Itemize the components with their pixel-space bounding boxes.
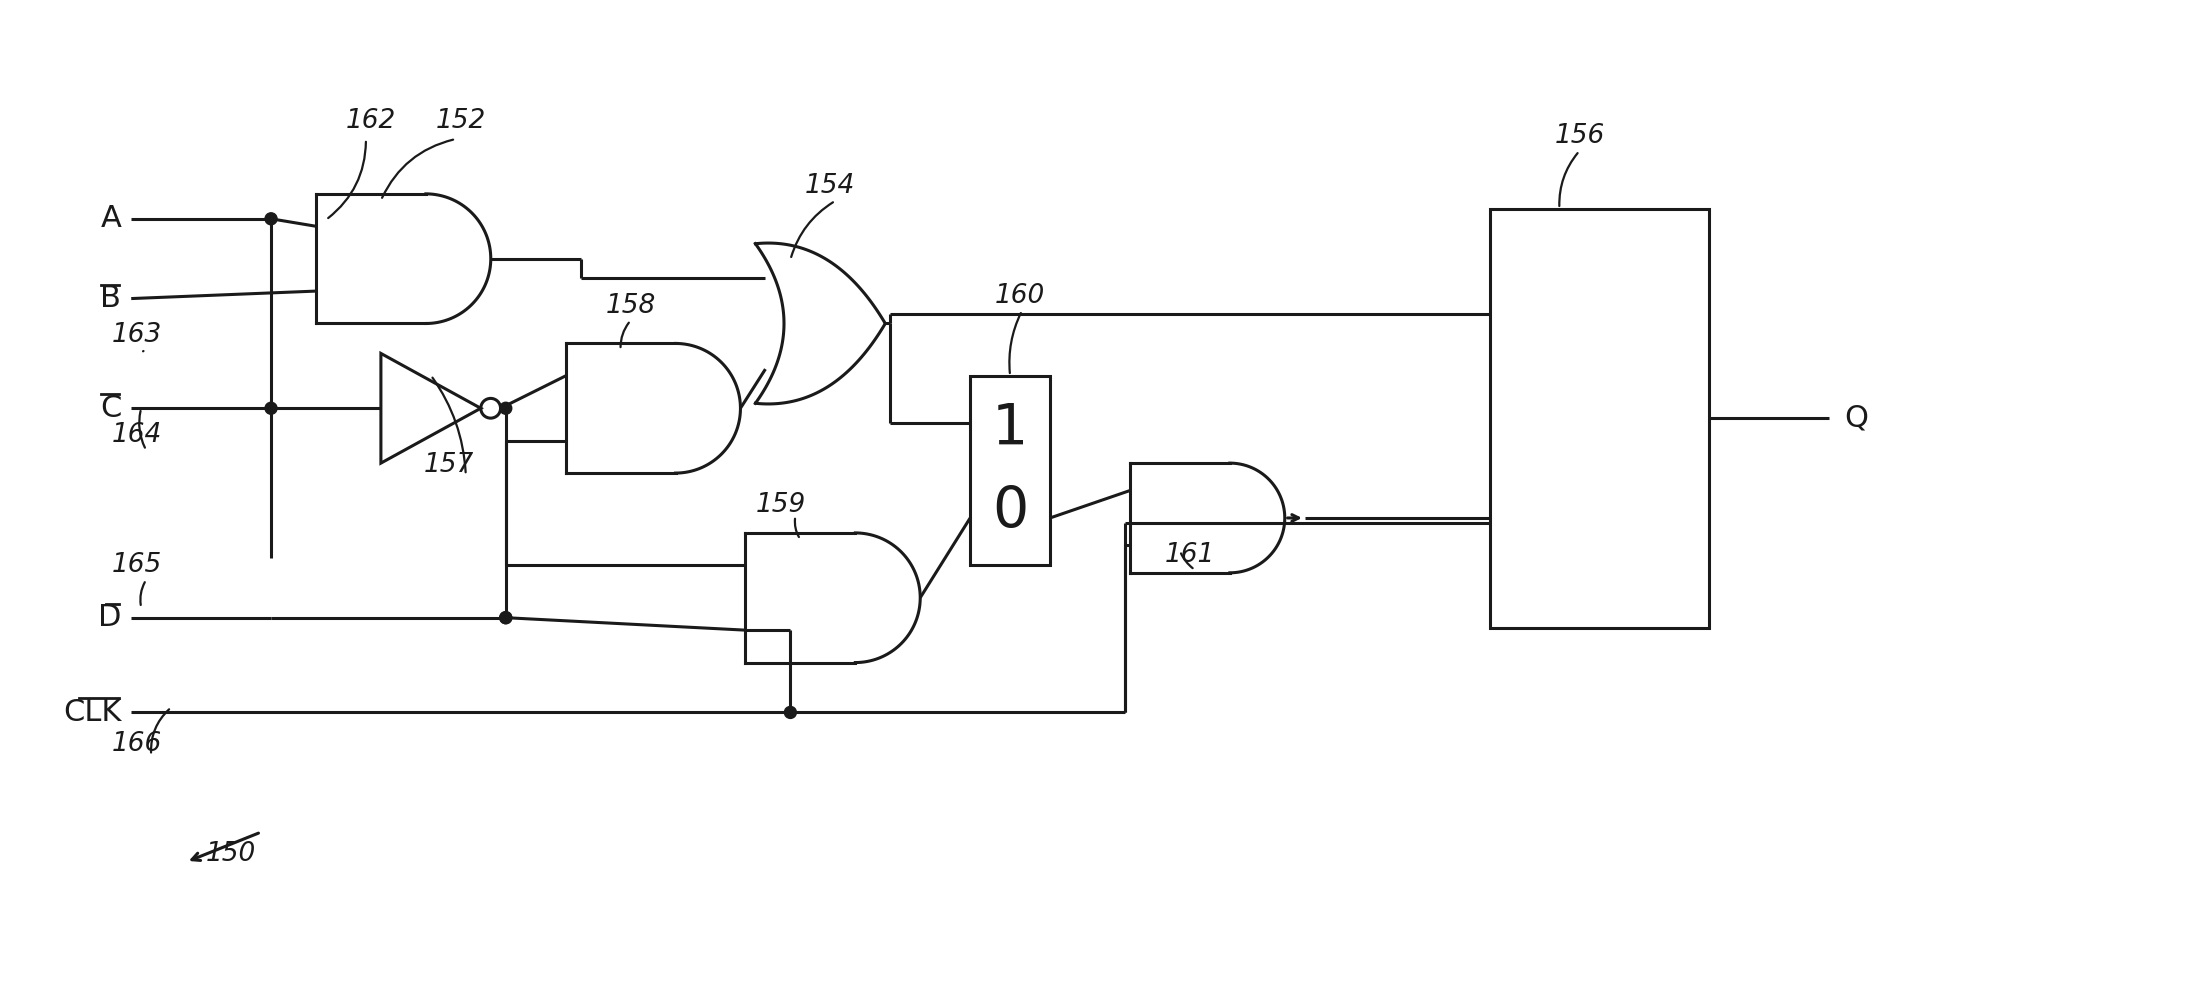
- Text: 1: 1: [993, 401, 1028, 457]
- Text: 162: 162: [345, 108, 395, 134]
- Text: 152: 152: [435, 108, 486, 134]
- Text: 158: 158: [606, 292, 655, 319]
- Circle shape: [266, 213, 277, 225]
- Text: 161: 161: [1164, 542, 1215, 568]
- Text: 154: 154: [806, 172, 855, 199]
- Text: CLK: CLK: [64, 698, 121, 727]
- Text: D: D: [99, 603, 121, 632]
- Circle shape: [499, 612, 512, 624]
- Text: 157: 157: [424, 452, 475, 478]
- Circle shape: [266, 402, 277, 414]
- Circle shape: [499, 402, 512, 414]
- Text: 163: 163: [112, 323, 163, 349]
- Text: 165: 165: [112, 551, 163, 578]
- Text: Q: Q: [1843, 404, 1867, 432]
- Text: 159: 159: [756, 492, 806, 518]
- Circle shape: [499, 612, 512, 624]
- Text: 0: 0: [993, 485, 1028, 539]
- Text: A: A: [101, 205, 121, 233]
- Text: 160: 160: [995, 282, 1046, 308]
- Bar: [971, 376, 1050, 565]
- Text: 164: 164: [112, 422, 163, 449]
- Text: 150: 150: [207, 841, 257, 867]
- Circle shape: [784, 707, 795, 719]
- Text: C: C: [99, 394, 121, 422]
- Bar: [1490, 209, 1709, 628]
- Text: 166: 166: [112, 731, 163, 757]
- Text: B: B: [101, 284, 121, 313]
- Text: 156: 156: [1553, 123, 1604, 149]
